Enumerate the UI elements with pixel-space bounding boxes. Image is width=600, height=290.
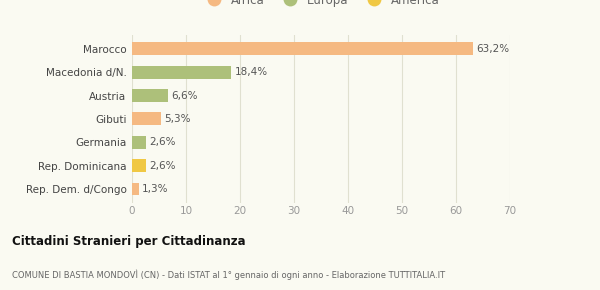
Legend: Africa, Europa, America: Africa, Europa, America: [202, 0, 440, 7]
Text: 5,3%: 5,3%: [164, 114, 190, 124]
Bar: [132, 66, 232, 79]
Text: COMUNE DI BASTIA MONDOVÌ (CN) - Dati ISTAT al 1° gennaio di ogni anno - Elaboraz: COMUNE DI BASTIA MONDOVÌ (CN) - Dati IST…: [12, 270, 445, 280]
Text: 1,3%: 1,3%: [142, 184, 169, 194]
Bar: [132, 113, 161, 125]
Bar: [132, 182, 139, 195]
Text: 2,6%: 2,6%: [149, 137, 176, 147]
Text: 6,6%: 6,6%: [171, 90, 197, 101]
Text: Cittadini Stranieri per Cittadinanza: Cittadini Stranieri per Cittadinanza: [12, 235, 245, 248]
Text: 2,6%: 2,6%: [149, 161, 176, 171]
Bar: [132, 89, 167, 102]
Text: 18,4%: 18,4%: [235, 67, 268, 77]
Bar: [132, 42, 473, 55]
Bar: [132, 159, 146, 172]
Text: 63,2%: 63,2%: [476, 44, 509, 54]
Bar: [132, 136, 146, 149]
